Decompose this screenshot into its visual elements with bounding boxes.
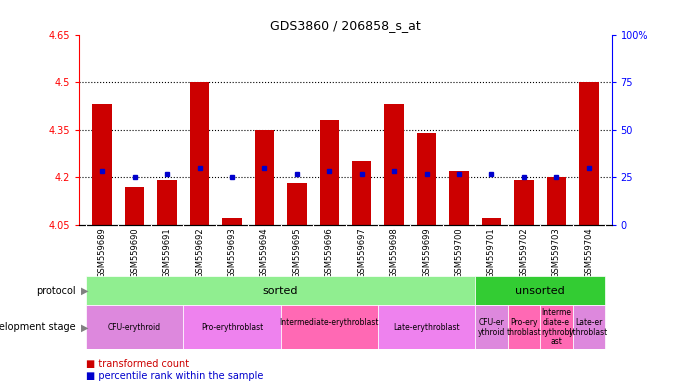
Text: GSM559690: GSM559690 — [130, 227, 139, 278]
Text: GSM559702: GSM559702 — [520, 227, 529, 278]
Text: GSM559699: GSM559699 — [422, 227, 431, 278]
Bar — [352, 161, 372, 225]
Text: GSM559695: GSM559695 — [292, 227, 301, 278]
Bar — [514, 180, 533, 225]
Bar — [255, 130, 274, 225]
Bar — [378, 305, 475, 349]
Text: Pro-erythroblast: Pro-erythroblast — [201, 323, 263, 332]
Bar — [281, 305, 378, 349]
Text: GSM559703: GSM559703 — [552, 227, 561, 278]
Bar — [482, 218, 501, 225]
Text: Late-er
ythroblast: Late-er ythroblast — [569, 318, 609, 337]
Text: ■ percentile rank within the sample: ■ percentile rank within the sample — [86, 371, 264, 381]
Text: GSM559691: GSM559691 — [162, 227, 171, 278]
Bar — [475, 276, 605, 305]
Bar — [417, 133, 436, 225]
Bar — [183, 305, 281, 349]
Text: GSM559700: GSM559700 — [455, 227, 464, 278]
Bar — [86, 276, 475, 305]
Bar — [540, 305, 573, 349]
Text: GSM559694: GSM559694 — [260, 227, 269, 278]
Bar — [547, 177, 566, 225]
Text: development stage: development stage — [0, 322, 76, 333]
Text: ▶: ▶ — [81, 322, 88, 333]
Text: Pro-ery
throblast: Pro-ery throblast — [507, 318, 541, 337]
Bar — [475, 305, 508, 349]
Bar — [579, 82, 598, 225]
Text: GSM559701: GSM559701 — [487, 227, 496, 278]
Text: CFU-er
ythroid: CFU-er ythroid — [477, 318, 505, 337]
Text: Interme
diate-e
rythrobl
ast: Interme diate-e rythrobl ast — [541, 308, 571, 346]
Bar — [449, 171, 468, 225]
Text: Intermediate-erythroblast: Intermediate-erythroblast — [280, 318, 379, 337]
Title: GDS3860 / 206858_s_at: GDS3860 / 206858_s_at — [270, 19, 421, 32]
Bar — [508, 305, 540, 349]
Text: GSM559692: GSM559692 — [195, 227, 204, 278]
Text: CFU-erythroid: CFU-erythroid — [108, 323, 161, 332]
Bar — [573, 305, 605, 349]
Text: Late-erythroblast: Late-erythroblast — [393, 323, 460, 332]
Text: GSM559698: GSM559698 — [390, 227, 399, 278]
Bar — [125, 187, 144, 225]
Text: ■ transformed count: ■ transformed count — [86, 359, 189, 369]
Bar — [190, 82, 209, 225]
Bar — [86, 305, 183, 349]
Bar — [93, 104, 112, 225]
Text: unsorted: unsorted — [515, 286, 565, 296]
Text: GSM559689: GSM559689 — [97, 227, 106, 278]
Text: sorted: sorted — [263, 286, 299, 296]
Bar — [287, 184, 307, 225]
Text: protocol: protocol — [37, 286, 76, 296]
Bar — [384, 104, 404, 225]
Bar — [319, 120, 339, 225]
Bar — [223, 218, 242, 225]
Text: GSM559693: GSM559693 — [227, 227, 236, 278]
Text: ▶: ▶ — [81, 286, 88, 296]
Bar — [158, 180, 177, 225]
Text: GSM559704: GSM559704 — [585, 227, 594, 278]
Text: GSM559697: GSM559697 — [357, 227, 366, 278]
Text: GSM559696: GSM559696 — [325, 227, 334, 278]
